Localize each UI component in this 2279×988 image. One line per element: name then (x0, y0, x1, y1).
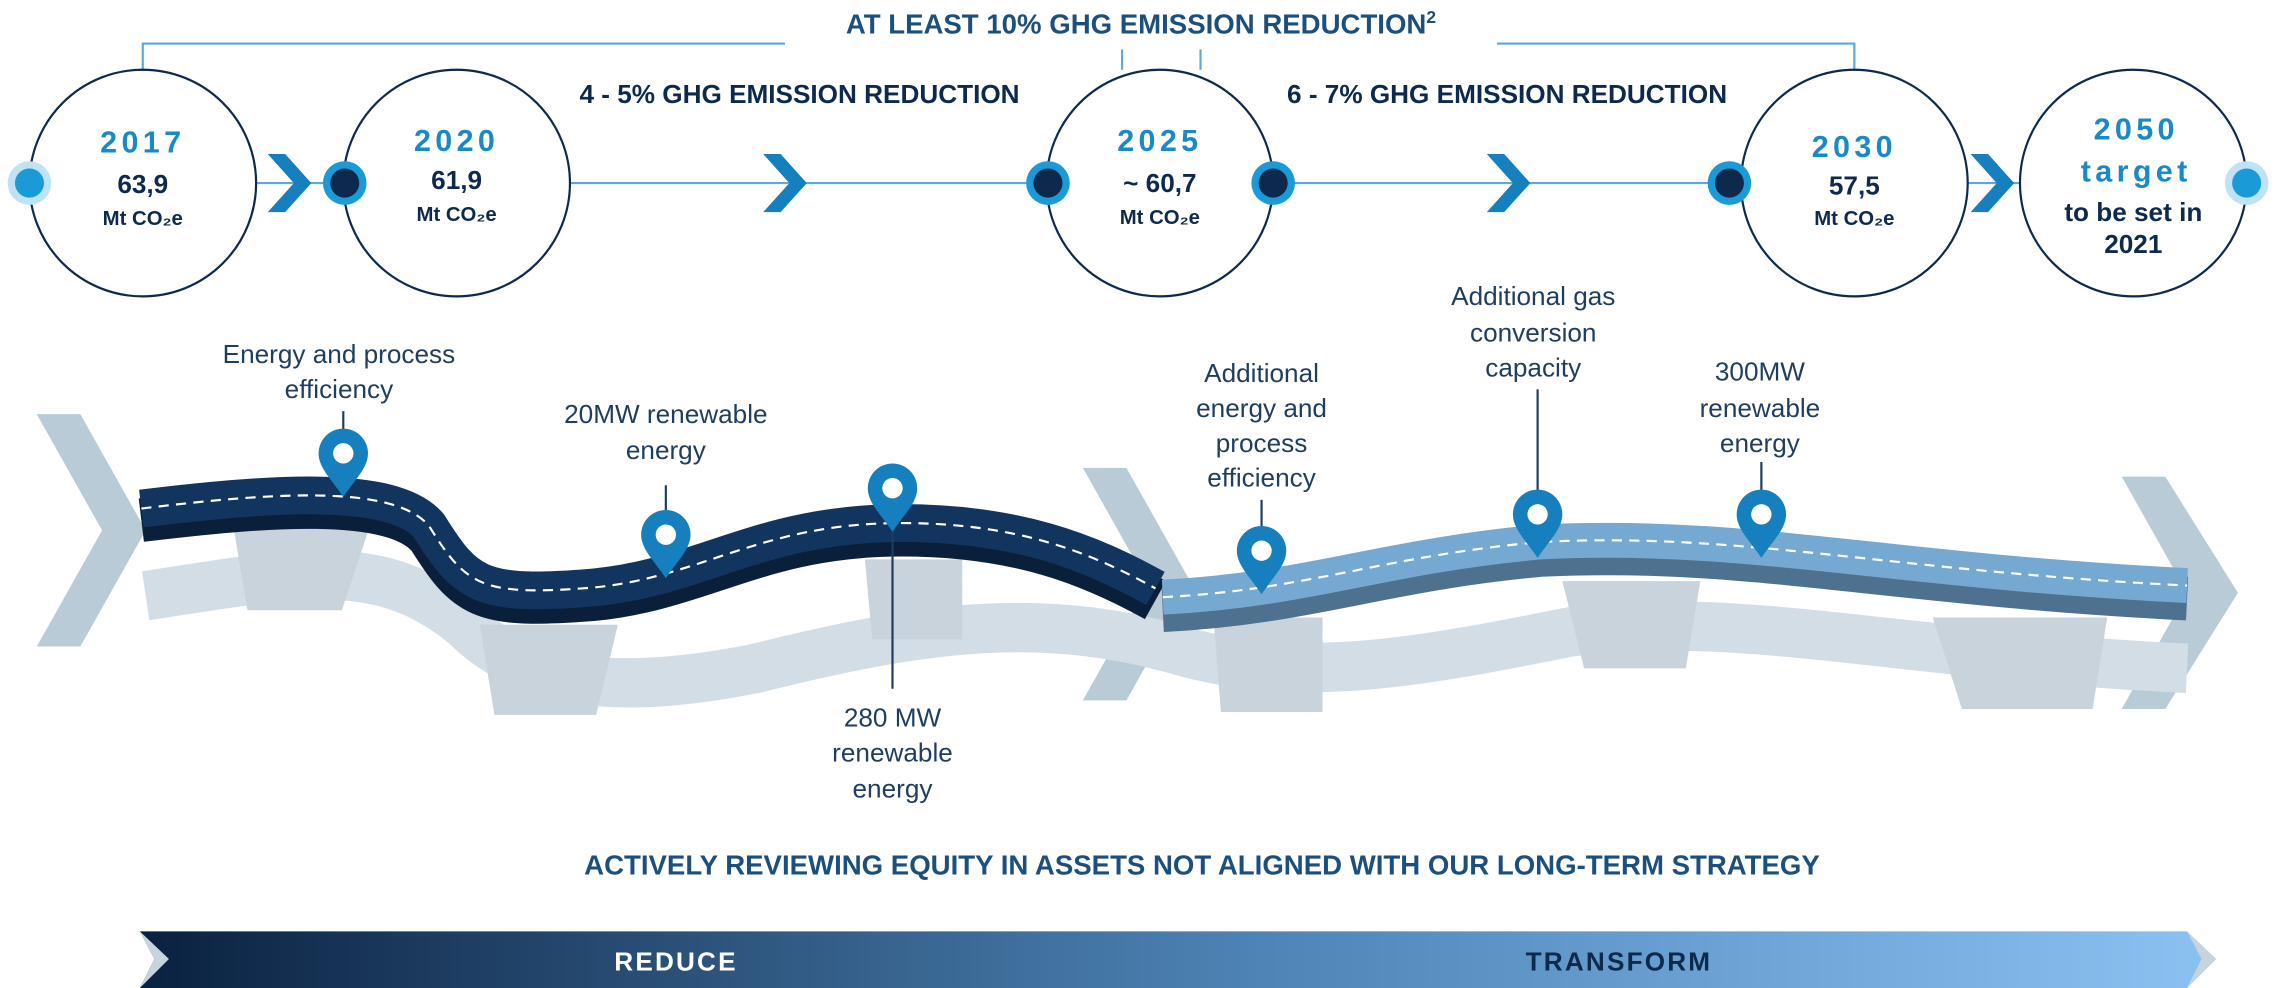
annotation: Energy and process (223, 339, 456, 369)
annotation: energy (853, 774, 934, 804)
annotation: 20MW renewable (564, 399, 767, 429)
value: 57,5 (1829, 171, 1880, 201)
pillar (1214, 618, 1323, 712)
annotation: efficiency (285, 374, 394, 404)
dot (2232, 169, 2261, 198)
value: target (2081, 155, 2192, 189)
header-title: AT LEAST 10% GHG EMISSION REDUCTION2 (846, 7, 1436, 39)
year: 2025 (1117, 124, 1202, 158)
value: 61,9 (431, 165, 482, 195)
footnote: 2 (1426, 7, 1436, 27)
annotation: Additional (1204, 358, 1319, 388)
unit: Mt CO₂e (417, 204, 497, 226)
phase-bar (140, 931, 2216, 988)
annotation: renewable (1700, 393, 1821, 423)
annotation: 300MW (1715, 357, 1805, 387)
page: AT LEAST 10% GHG EMISSION REDUCTION2 4 -… (0, 0, 2279, 988)
unit: Mt CO₂e (1120, 207, 1200, 229)
header-text: AT LEAST 10% GHG EMISSION REDUCTION (846, 8, 1427, 39)
annotation: energy (626, 435, 707, 465)
year: 2017 (100, 126, 185, 160)
dot (330, 169, 359, 198)
year: 2020 (414, 124, 499, 158)
pillar (1933, 618, 2107, 710)
unit: Mt CO₂e (1814, 208, 1894, 230)
dot (15, 169, 44, 198)
big-chevron (37, 414, 146, 646)
dot (1715, 169, 1744, 198)
period-label: 4 - 5% GHG EMISSION REDUCTION (579, 79, 1019, 109)
dot (1259, 169, 1288, 198)
unit: Mt CO₂e (103, 208, 183, 230)
annotation: Additional gas (1451, 281, 1615, 311)
annotation: conversion (1470, 317, 1596, 347)
pillar (1562, 581, 1700, 668)
note: to be set in (2064, 197, 2202, 227)
year: 2030 (1812, 130, 1897, 164)
annotation: process (1216, 428, 1308, 458)
phase-label: REDUCE (614, 947, 737, 977)
phase-label: TRANSFORM (1526, 947, 1713, 977)
annotation: 280 MW (844, 702, 942, 732)
pillar (865, 559, 962, 639)
value: ~ 60,7 (1123, 168, 1196, 198)
value: 63,9 (117, 169, 168, 199)
annotation: renewable (832, 737, 953, 767)
dot (1033, 169, 1062, 198)
pillar (480, 625, 618, 715)
annotation: energy (1720, 428, 1801, 458)
annotation: capacity (1485, 352, 1582, 382)
period-label: 6 - 7% GHG EMISSION REDUCTION (1287, 79, 1727, 109)
annotation: efficiency (1207, 463, 1316, 493)
roadmap: AT LEAST 10% GHG EMISSION REDUCTION2 4 -… (0, 0, 2279, 988)
note: 2021 (2104, 229, 2162, 259)
statement: ACTIVELY REVIEWING EQUITY IN ASSETS NOT … (584, 850, 1820, 881)
annotation: energy and (1196, 393, 1327, 423)
year: 2050 (2094, 112, 2179, 146)
